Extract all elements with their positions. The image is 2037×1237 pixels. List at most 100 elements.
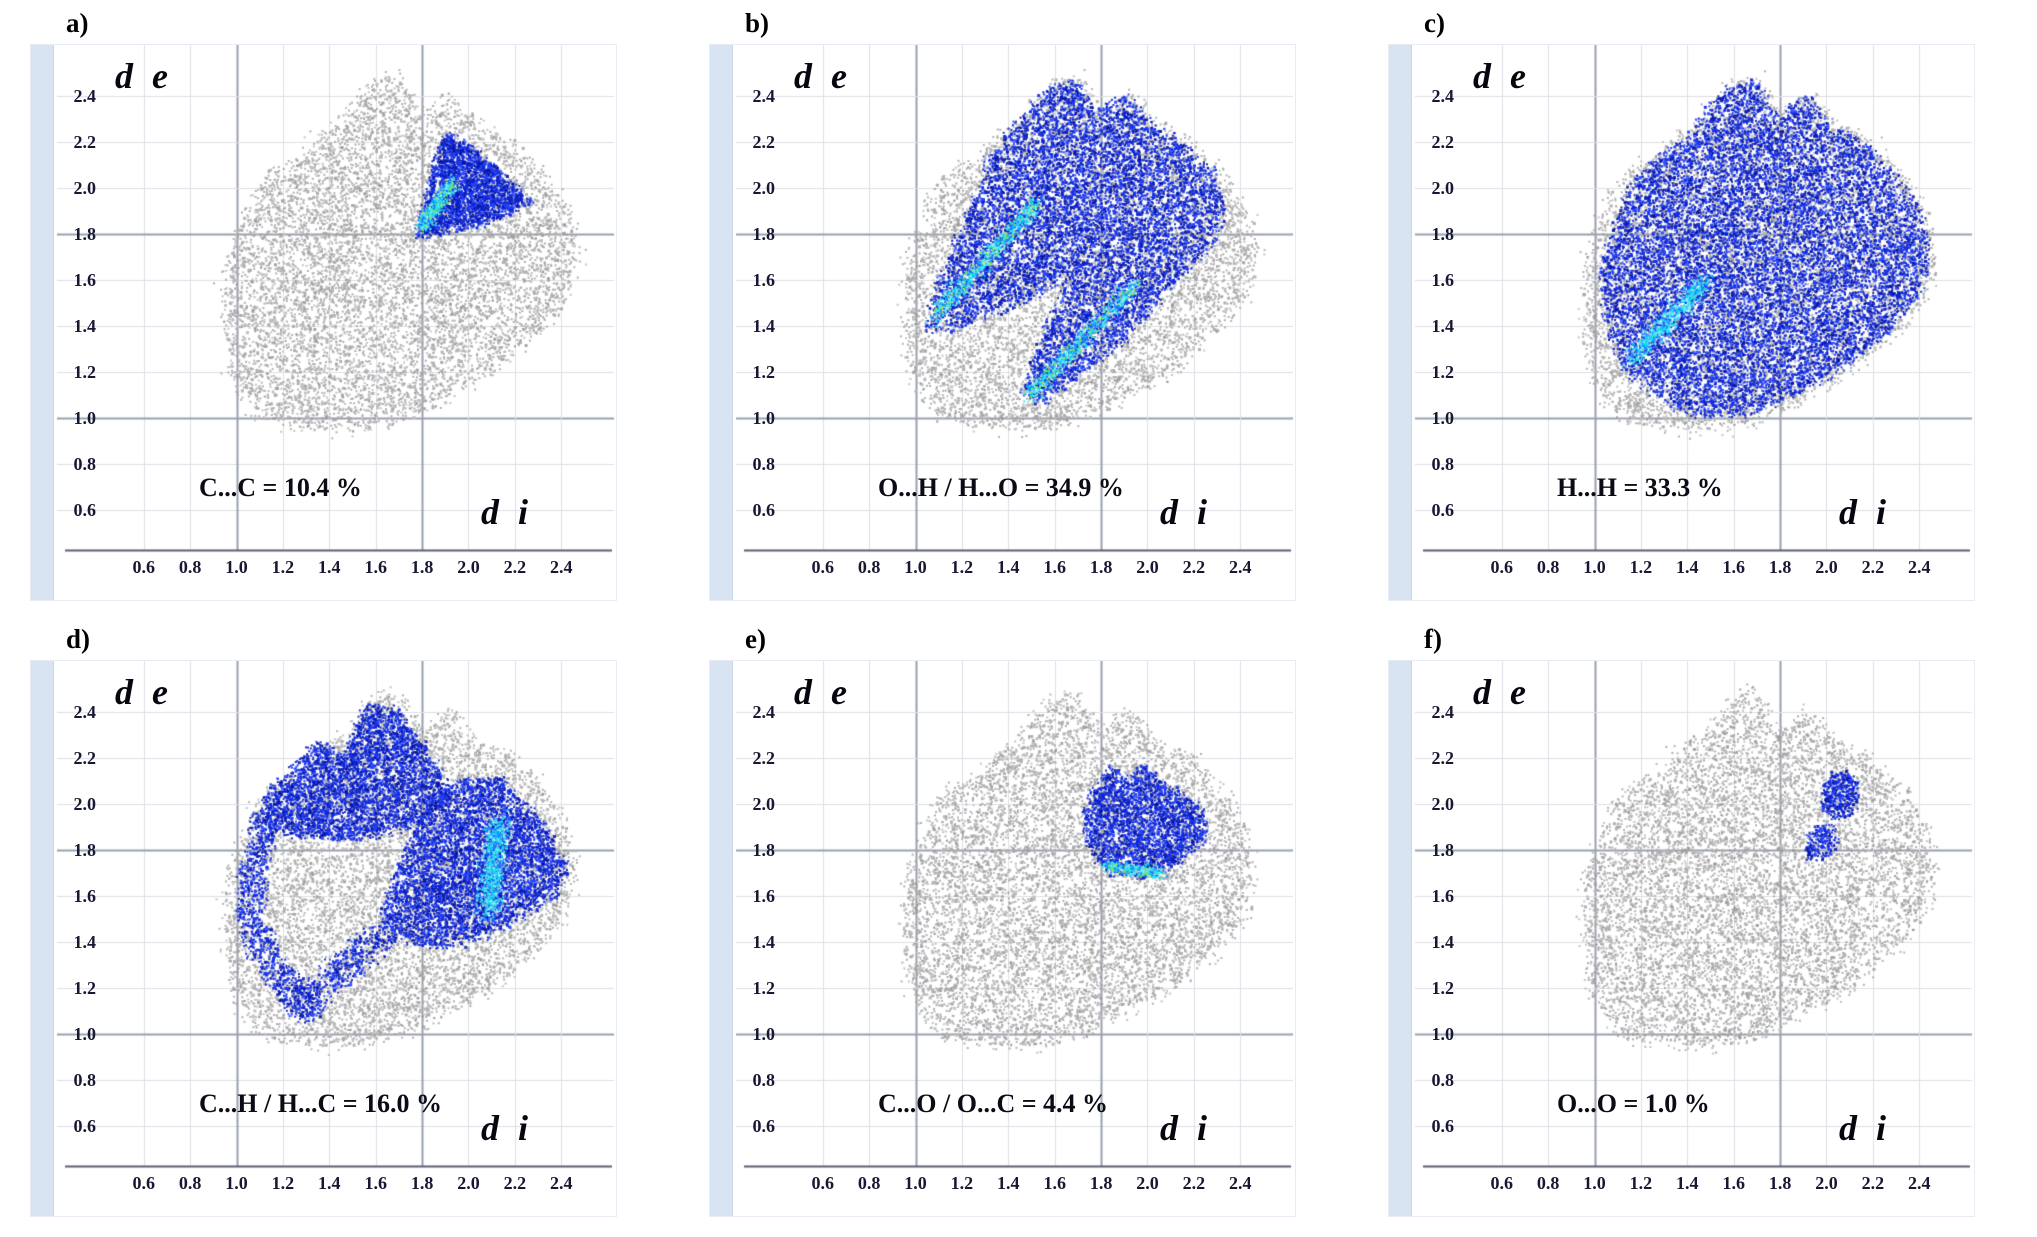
y-axis-tick-label: 1.0 xyxy=(73,408,97,429)
y-axis-tick-label: 0.6 xyxy=(73,500,97,521)
y-axis-tick-label: 1.6 xyxy=(752,269,776,290)
y-axis-tick-label: 1.6 xyxy=(752,885,776,906)
y-axis-tick-label: 2.0 xyxy=(73,793,97,814)
y-axis-label-de: d e xyxy=(1473,672,1531,712)
y-axis-tick-label: 2.2 xyxy=(752,131,776,152)
x-axis-tick-label: 0.6 xyxy=(811,557,835,577)
panel-letter: c) xyxy=(1424,8,1445,38)
x-axis-tick-label: 1.8 xyxy=(1089,1173,1113,1193)
y-axis-tick-label: 2.2 xyxy=(73,131,97,152)
x-axis-tick-label: 1.0 xyxy=(904,557,927,577)
y-axis-tick-label: 1.0 xyxy=(752,1024,776,1045)
y-axis-label-de: d e xyxy=(1473,56,1531,96)
x-axis-tick-label: 2.2 xyxy=(503,1173,527,1193)
x-axis-tick-label: 0.8 xyxy=(1536,1173,1560,1193)
x-axis-tick-label: 0.8 xyxy=(857,557,881,577)
fingerprint-plot-canvas xyxy=(1389,661,1974,1216)
contact-percentage-label: C...C = 10.4 % xyxy=(199,473,362,502)
x-axis-tick-label: 1.6 xyxy=(364,557,387,577)
y-axis-tick-label: 0.6 xyxy=(1431,1116,1455,1137)
y-axis-tick-label: 0.6 xyxy=(1431,500,1455,521)
x-axis-tick-label: 1.2 xyxy=(271,1173,295,1193)
y-axis-tick-label: 1.2 xyxy=(73,978,97,999)
y-axis-tick-label: 0.6 xyxy=(73,1116,97,1137)
x-axis-label-di: d i xyxy=(1839,1108,1892,1148)
panel-letter: a) xyxy=(66,8,89,38)
x-axis-tick-label: 2.0 xyxy=(1815,1173,1838,1193)
x-axis-tick-label: 0.6 xyxy=(132,557,156,577)
x-axis-label-di: d i xyxy=(1160,1108,1213,1148)
fingerprint-plot: d e d i H...H = 33.3 % 0.6 0.6 0.8 0.8 1.0 1.… xyxy=(1388,44,1975,601)
x-axis-label-di: d i xyxy=(1839,492,1892,532)
y-axis-label-de: d e xyxy=(794,56,852,96)
x-axis-tick-label: 2.4 xyxy=(1228,1173,1252,1193)
x-axis-tick-label: 0.6 xyxy=(1490,557,1514,577)
y-axis-tick-label: 2.2 xyxy=(752,747,776,768)
contact-percentage-label: O...O = 1.0 % xyxy=(1557,1089,1710,1118)
y-axis-tick-label: 2.0 xyxy=(1431,177,1455,198)
x-axis-tick-label: 2.0 xyxy=(1136,1173,1159,1193)
x-axis-tick-label: 1.0 xyxy=(904,1173,927,1193)
x-axis-tick-label: 2.4 xyxy=(549,557,573,577)
x-axis-tick-label: 0.6 xyxy=(132,1173,156,1193)
x-axis-tick-label: 1.6 xyxy=(1722,557,1745,577)
y-axis-tick-label: 1.2 xyxy=(752,362,776,383)
y-axis-tick-label: 1.0 xyxy=(73,1024,97,1045)
x-axis-tick-label: 1.6 xyxy=(364,1173,387,1193)
x-axis-tick-label: 0.6 xyxy=(811,1173,835,1193)
fingerprint-panel-e: e) d e d i C...O / O...C = 4.4 % 0.6 0.6 0… xyxy=(679,622,1358,1232)
x-axis-tick-label: 1.4 xyxy=(997,1173,1020,1193)
y-axis-tick-label: 1.6 xyxy=(73,269,97,290)
x-axis-tick-label: 2.4 xyxy=(549,1173,573,1193)
fingerprint-plot: d e d i O...O = 1.0 % 0.6 0.6 0.8 0.8 1.0 1.0… xyxy=(1388,660,1975,1217)
y-axis-tick-label: 2.2 xyxy=(1431,747,1455,768)
x-axis-tick-label: 2.2 xyxy=(1182,557,1206,577)
x-axis-tick-label: 2.2 xyxy=(503,557,527,577)
y-axis-tick-label: 1.4 xyxy=(752,316,776,337)
y-axis-label-de: d e xyxy=(115,672,173,712)
y-axis-label-de: d e xyxy=(794,672,852,712)
panel-letter: b) xyxy=(745,8,770,38)
fingerprint-panel-d: d) d e d i C...H / H...C = 16.0 % 0.6 0.6… xyxy=(0,622,679,1232)
y-axis-tick-label: 1.6 xyxy=(73,885,97,906)
y-axis-tick-label: 0.8 xyxy=(1431,1070,1455,1091)
y-axis-tick-label: 2.2 xyxy=(1431,131,1455,152)
y-axis-tick-label: 2.2 xyxy=(73,747,97,768)
y-axis-tick-label: 1.4 xyxy=(73,932,97,953)
y-axis-tick-label: 1.8 xyxy=(73,223,97,244)
y-axis-tick-label: 2.0 xyxy=(73,177,97,198)
x-axis-tick-label: 1.2 xyxy=(1629,1173,1653,1193)
x-axis-tick-label: 1.8 xyxy=(1768,557,1792,577)
y-axis-tick-label: 2.4 xyxy=(73,701,97,722)
panel-letter: f) xyxy=(1424,624,1442,654)
fingerprint-plot: d e d i O...H / H...O = 34.9 % 0.6 0.6 0.8… xyxy=(709,44,1296,601)
x-axis-tick-label: 1.4 xyxy=(1676,557,1699,577)
fingerprint-plot-canvas xyxy=(710,661,1295,1216)
x-axis-tick-label: 1.2 xyxy=(950,1173,974,1193)
x-axis-tick-label: 1.8 xyxy=(1768,1173,1792,1193)
x-axis-tick-label: 1.4 xyxy=(1676,1173,1699,1193)
x-axis-tick-label: 1.4 xyxy=(318,557,341,577)
fingerprint-plot-canvas xyxy=(710,45,1295,600)
y-axis-tick-label: 1.2 xyxy=(1431,978,1455,999)
x-axis-tick-label: 0.8 xyxy=(857,1173,881,1193)
y-axis-tick-label: 1.8 xyxy=(1431,839,1455,860)
x-axis-tick-label: 2.2 xyxy=(1861,1173,1885,1193)
contact-percentage-label: O...H / H...O = 34.9 % xyxy=(878,473,1124,502)
y-axis-tick-label: 1.8 xyxy=(73,839,97,860)
x-axis-tick-label: 1.6 xyxy=(1043,1173,1066,1193)
y-axis-tick-label: 1.8 xyxy=(752,839,776,860)
x-axis-tick-label: 2.4 xyxy=(1228,557,1252,577)
y-axis-tick-label: 1.2 xyxy=(752,978,776,999)
y-axis-tick-label: 1.4 xyxy=(73,316,97,337)
y-axis-tick-label: 2.4 xyxy=(1431,85,1455,106)
fingerprint-panel-c: c) d e d i H...H = 33.3 % 0.6 0.6 0.8 0.8 1.… xyxy=(1358,6,2037,616)
contact-percentage-label: C...O / O...C = 4.4 % xyxy=(878,1089,1109,1118)
y-axis-tick-label: 1.8 xyxy=(1431,223,1455,244)
y-axis-tick-label: 0.8 xyxy=(752,454,776,475)
fingerprint-panel-b: b) d e d i O...H / H...O = 34.9 % 0.6 0.6… xyxy=(679,6,1358,616)
fingerprint-plot-canvas xyxy=(1389,45,1974,600)
y-axis-tick-label: 2.4 xyxy=(73,85,97,106)
x-axis-tick-label: 1.8 xyxy=(410,1173,434,1193)
